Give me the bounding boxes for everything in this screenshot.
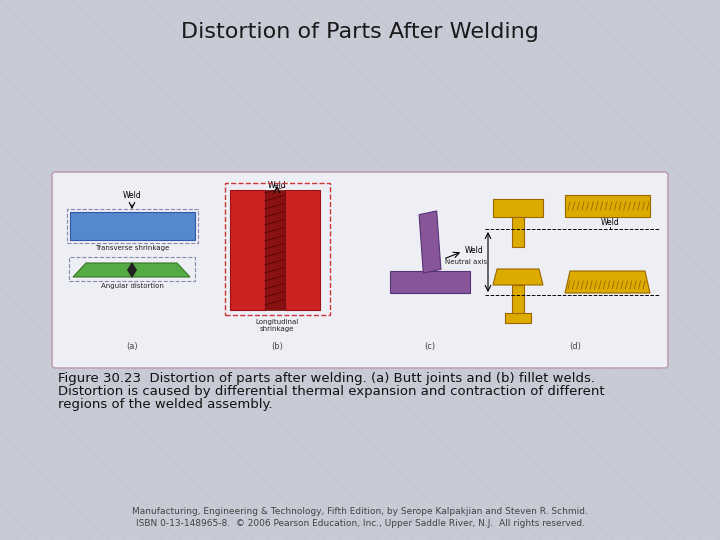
Text: Distortion is caused by differential thermal expansion and contraction of differ: Distortion is caused by differential the… (58, 385, 605, 398)
FancyBboxPatch shape (52, 172, 668, 368)
Text: regions of the welded assembly.: regions of the welded assembly. (58, 398, 273, 411)
Text: Distortion of Parts After Welding: Distortion of Parts After Welding (181, 22, 539, 42)
Text: ISBN 0-13-148965-8.  © 2006 Pearson Education, Inc., Upper Saddle River, N.J.  A: ISBN 0-13-148965-8. © 2006 Pearson Educa… (135, 519, 585, 529)
Text: Figure 30.23  Distortion of parts after welding. (a) Butt joints and (b) fillet : Figure 30.23 Distortion of parts after w… (58, 372, 595, 385)
Text: Manufacturing, Engineering & Technology, Fifth Edition, by Serope Kalpakjian and: Manufacturing, Engineering & Technology,… (132, 508, 588, 516)
